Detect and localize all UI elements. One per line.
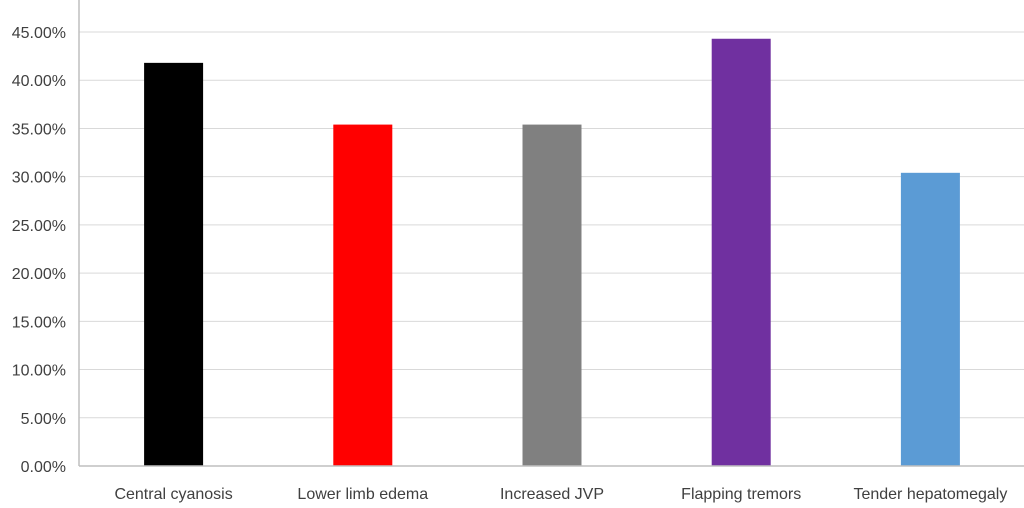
x-category-label: Lower limb edema <box>297 486 428 503</box>
bar <box>711 38 771 467</box>
x-category-labels: Central cyanosis Lower limb edema Increase… <box>114 486 1007 503</box>
y-tick-label: 20.00% <box>12 266 66 283</box>
y-tick-label: 45.00% <box>12 25 66 42</box>
y-tick-label: 35.00% <box>12 121 66 138</box>
y-tick-label: 25.00% <box>12 218 66 235</box>
bar <box>900 172 960 466</box>
x-category-label: Flapping tremors <box>681 486 801 503</box>
axes <box>78 0 1024 467</box>
x-category-label: Central cyanosis <box>114 486 232 503</box>
bar <box>522 124 582 466</box>
y-tick-label: 5.00% <box>21 411 66 428</box>
x-category-label: Tender hepatomegaly <box>853 486 1007 503</box>
y-tick-label: 30.00% <box>12 170 66 187</box>
y-tick-label: 40.00% <box>12 73 66 90</box>
bar <box>333 124 393 466</box>
x-category-label: Increased JVP <box>500 486 604 503</box>
y-tick-label: 15.00% <box>12 314 66 331</box>
y-tick-label: 10.00% <box>12 363 66 380</box>
y-tick-label: 0.00% <box>21 459 66 476</box>
bars <box>144 38 960 467</box>
bar <box>144 62 204 467</box>
y-tick-labels: 0.00% 5.00% 10.00% 15.00% 20.00% 25.00% 30.00%… <box>12 25 66 476</box>
